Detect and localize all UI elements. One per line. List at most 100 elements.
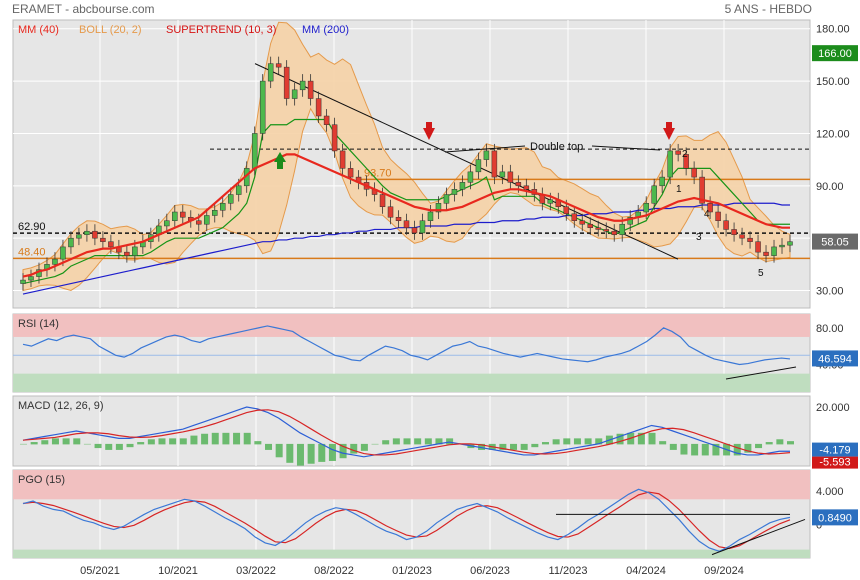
candle-body: [523, 185, 530, 190]
candle-body: [20, 279, 26, 284]
y-tick-label: 90.00: [816, 181, 844, 193]
pgo-oversold-band: [13, 549, 810, 558]
candle-body: [699, 176, 705, 204]
candle-body: [619, 223, 625, 235]
candle-body: [92, 230, 98, 239]
macd-histogram-bar: [691, 443, 699, 456]
macd-histogram-bar: [563, 438, 571, 445]
candle-body: [379, 194, 386, 208]
candle-body: [76, 234, 82, 239]
macd-histogram-bar: [265, 443, 273, 450]
candle-body: [212, 210, 218, 216]
macd-histogram-bar: [403, 438, 411, 445]
candle-body: [291, 89, 298, 99]
macd-histogram-bar: [158, 438, 166, 445]
macd-histogram-bar: [499, 443, 507, 450]
macd-histogram-bar: [584, 438, 592, 445]
macd-histogram-bar: [371, 443, 379, 445]
last-price-badge-text: 58.05: [821, 237, 849, 249]
x-tick-label: 06/2023: [470, 565, 510, 577]
candle-body: [100, 237, 106, 242]
macd-histogram-bar: [744, 443, 752, 453]
candle-body: [275, 63, 282, 68]
chart-title: ERAMET - abcbourse.com: [12, 2, 155, 16]
candle-body: [435, 203, 442, 213]
candle-body: [579, 220, 586, 225]
candle-body: [387, 206, 394, 218]
macd-histogram-bar: [350, 443, 358, 454]
macd-badge: [812, 442, 858, 457]
red-down-arrow-icon: [426, 122, 432, 130]
double-top-label: Double top: [530, 141, 583, 153]
candle-body: [571, 213, 578, 221]
macd-histogram-bar: [243, 432, 251, 445]
x-tick-label: 08/2022: [314, 565, 354, 577]
candle-body: [547, 199, 554, 204]
macd-histogram-bar: [541, 442, 549, 445]
candle-body: [84, 230, 90, 235]
candle-body: [419, 220, 426, 234]
macd-histogram-bar: [222, 432, 230, 445]
macd-badge-text: -4.179: [819, 445, 850, 457]
macd-histogram-bar: [446, 438, 454, 445]
candle-body: [763, 251, 769, 256]
candle-body: [403, 220, 410, 228]
legend-item: MM (200): [302, 24, 349, 36]
signal-badge: [812, 456, 858, 469]
rsi-oversold-band: [13, 373, 810, 392]
candle-body: [499, 171, 506, 178]
candle-body: [227, 194, 234, 204]
macd-histogram-bar: [275, 443, 283, 458]
candle-body: [283, 66, 290, 99]
macd-histogram-bar: [382, 440, 390, 445]
candle-body: [52, 258, 58, 265]
x-tick-label: 09/2024: [704, 565, 744, 577]
level-label-62: 62.90: [18, 221, 46, 233]
candle-body: [627, 216, 633, 225]
y-tick-label: 30.00: [816, 286, 844, 298]
candle-body: [235, 185, 242, 195]
legend-item: BOLL (20, 2): [79, 24, 142, 36]
candle-body: [603, 229, 609, 232]
candle-body: [691, 168, 697, 178]
macd-label: MACD (12, 26, 9): [18, 400, 104, 412]
macd-histogram-bar: [211, 432, 219, 445]
pgo-tick-label: 4.000: [816, 486, 844, 498]
macd-histogram-bar: [712, 443, 720, 456]
wave-label: 3: [696, 232, 702, 243]
macd-histogram-bar: [318, 443, 326, 462]
macd-histogram-bar: [30, 442, 38, 445]
macd-histogram-bar: [169, 438, 177, 445]
candle-body: [323, 115, 330, 125]
wave-label: 1: [676, 184, 682, 195]
candle-body: [651, 185, 657, 204]
x-tick-label: 04/2024: [626, 565, 666, 577]
chart-period: 5 ANS - HEBDO: [724, 2, 812, 16]
red-down-arrow-icon: [663, 128, 675, 140]
level-label-48: 48.40: [18, 246, 46, 258]
candle-body: [755, 241, 761, 253]
macd-histogram-bar: [62, 438, 70, 445]
pgo-overbought-band: [13, 470, 810, 500]
macd-histogram-bar: [137, 442, 145, 445]
pgo-label: PGO (15): [18, 474, 65, 486]
candle-body: [787, 241, 793, 246]
candle-body: [299, 80, 306, 91]
macd-histogram-bar: [51, 438, 59, 445]
candle-body: [771, 246, 777, 256]
rsi-line: [22, 325, 791, 366]
signal-badge-text: -5.593: [819, 457, 850, 469]
level-label-93: 93.70: [364, 167, 392, 179]
candle-body: [180, 211, 186, 218]
candle-body: [204, 215, 210, 225]
rsi-tick-label: 80.00: [816, 323, 844, 335]
macd-histogram-bar: [286, 443, 294, 463]
candle-body: [739, 234, 745, 239]
candle-body: [515, 182, 522, 187]
candle-body: [563, 206, 570, 214]
wave-label: 5: [758, 268, 764, 279]
candle-body: [331, 124, 338, 152]
candle-body: [28, 276, 34, 281]
